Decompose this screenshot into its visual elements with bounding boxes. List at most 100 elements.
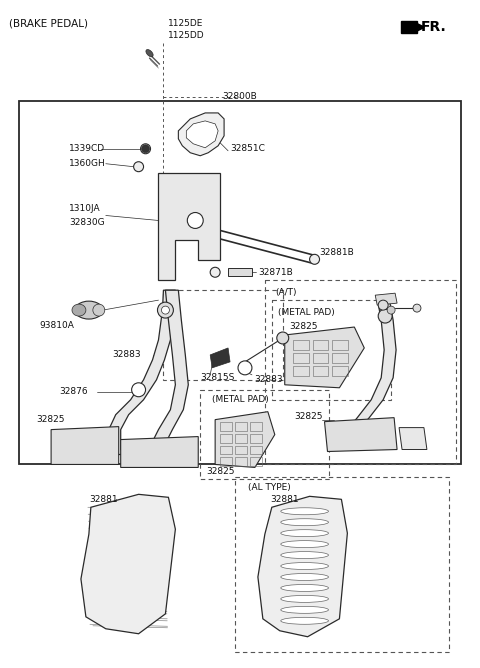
Text: 32830G: 32830G	[69, 218, 105, 227]
Circle shape	[141, 144, 151, 154]
Circle shape	[378, 309, 392, 323]
Ellipse shape	[281, 584, 328, 591]
Polygon shape	[81, 494, 175, 634]
Ellipse shape	[75, 301, 103, 319]
Bar	[333, 366, 348, 376]
Bar	[293, 353, 309, 363]
Text: 1339CD: 1339CD	[69, 144, 105, 153]
Polygon shape	[258, 496, 348, 637]
Bar	[250, 458, 262, 466]
Polygon shape	[120, 437, 198, 468]
Circle shape	[413, 304, 421, 312]
Polygon shape	[210, 348, 230, 368]
Polygon shape	[324, 418, 397, 452]
Text: 32883: 32883	[113, 351, 142, 359]
Bar	[312, 353, 328, 363]
Ellipse shape	[146, 49, 153, 57]
Text: 32881: 32881	[270, 495, 299, 504]
Polygon shape	[51, 427, 119, 464]
Polygon shape	[285, 327, 364, 388]
Polygon shape	[179, 113, 224, 156]
Bar	[164, 290, 283, 380]
Bar	[265, 280, 456, 464]
Text: 32825: 32825	[36, 415, 65, 424]
Polygon shape	[145, 290, 188, 460]
Text: 32825: 32825	[295, 412, 323, 421]
Bar	[312, 340, 328, 350]
Ellipse shape	[281, 540, 328, 548]
Text: 32800B: 32800B	[223, 92, 257, 102]
Bar	[250, 434, 262, 442]
Circle shape	[133, 162, 144, 172]
Polygon shape	[375, 293, 397, 305]
Bar	[200, 389, 329, 480]
Circle shape	[157, 302, 173, 318]
Bar	[312, 366, 328, 376]
Polygon shape	[109, 290, 175, 454]
Ellipse shape	[281, 562, 328, 570]
Text: 32815S: 32815S	[200, 373, 235, 382]
Circle shape	[387, 306, 395, 314]
Circle shape	[378, 300, 388, 310]
Circle shape	[161, 306, 169, 314]
Circle shape	[277, 332, 288, 344]
Text: 1125DE: 1125DE	[168, 19, 204, 28]
Polygon shape	[399, 428, 427, 450]
Bar	[235, 422, 247, 431]
Ellipse shape	[281, 607, 328, 613]
Circle shape	[238, 361, 252, 375]
Bar	[19, 101, 461, 464]
Bar	[272, 300, 391, 399]
Bar	[235, 434, 247, 442]
Bar	[220, 422, 232, 431]
Bar	[293, 340, 309, 350]
Text: 1125DD: 1125DD	[168, 31, 205, 40]
Ellipse shape	[281, 530, 328, 536]
Text: (AL TYPE): (AL TYPE)	[248, 483, 291, 492]
Polygon shape	[158, 172, 220, 280]
Bar	[293, 366, 309, 376]
Polygon shape	[215, 411, 275, 468]
Text: 93810A: 93810A	[39, 321, 74, 329]
Ellipse shape	[281, 617, 328, 625]
Text: 32881B: 32881B	[320, 248, 354, 257]
Bar	[403, 432, 423, 446]
Ellipse shape	[281, 595, 328, 603]
Text: (METAL PAD): (METAL PAD)	[278, 307, 335, 317]
Bar	[333, 353, 348, 363]
Polygon shape	[348, 298, 396, 430]
Polygon shape	[186, 121, 218, 148]
Bar	[235, 458, 247, 466]
Ellipse shape	[281, 508, 328, 515]
Text: 1310JA: 1310JA	[69, 204, 101, 213]
Ellipse shape	[281, 552, 328, 558]
Text: 32825: 32825	[206, 467, 234, 476]
Text: (METAL PAD): (METAL PAD)	[212, 395, 269, 404]
Bar	[235, 478, 449, 652]
Text: 32871B: 32871B	[258, 268, 293, 277]
Circle shape	[132, 383, 145, 397]
Text: 32876: 32876	[59, 387, 88, 396]
Text: (A/T): (A/T)	[275, 288, 296, 297]
Text: 32825: 32825	[290, 321, 318, 331]
Text: 32881: 32881	[89, 495, 118, 504]
Circle shape	[93, 304, 105, 316]
Bar	[333, 340, 348, 350]
Polygon shape	[228, 269, 252, 277]
Circle shape	[310, 255, 320, 265]
Polygon shape	[401, 21, 417, 33]
Ellipse shape	[281, 519, 328, 526]
Text: 32851C: 32851C	[230, 144, 265, 153]
Bar	[220, 458, 232, 466]
Text: (BRAKE PEDAL): (BRAKE PEDAL)	[9, 18, 88, 28]
Circle shape	[142, 145, 150, 153]
Bar	[220, 434, 232, 442]
Text: FR.: FR.	[421, 20, 447, 34]
Bar	[220, 446, 232, 454]
Bar	[250, 422, 262, 431]
Circle shape	[187, 212, 203, 228]
Bar	[235, 446, 247, 454]
Circle shape	[210, 267, 220, 277]
Text: 1360GH: 1360GH	[69, 159, 106, 168]
Ellipse shape	[281, 574, 328, 580]
